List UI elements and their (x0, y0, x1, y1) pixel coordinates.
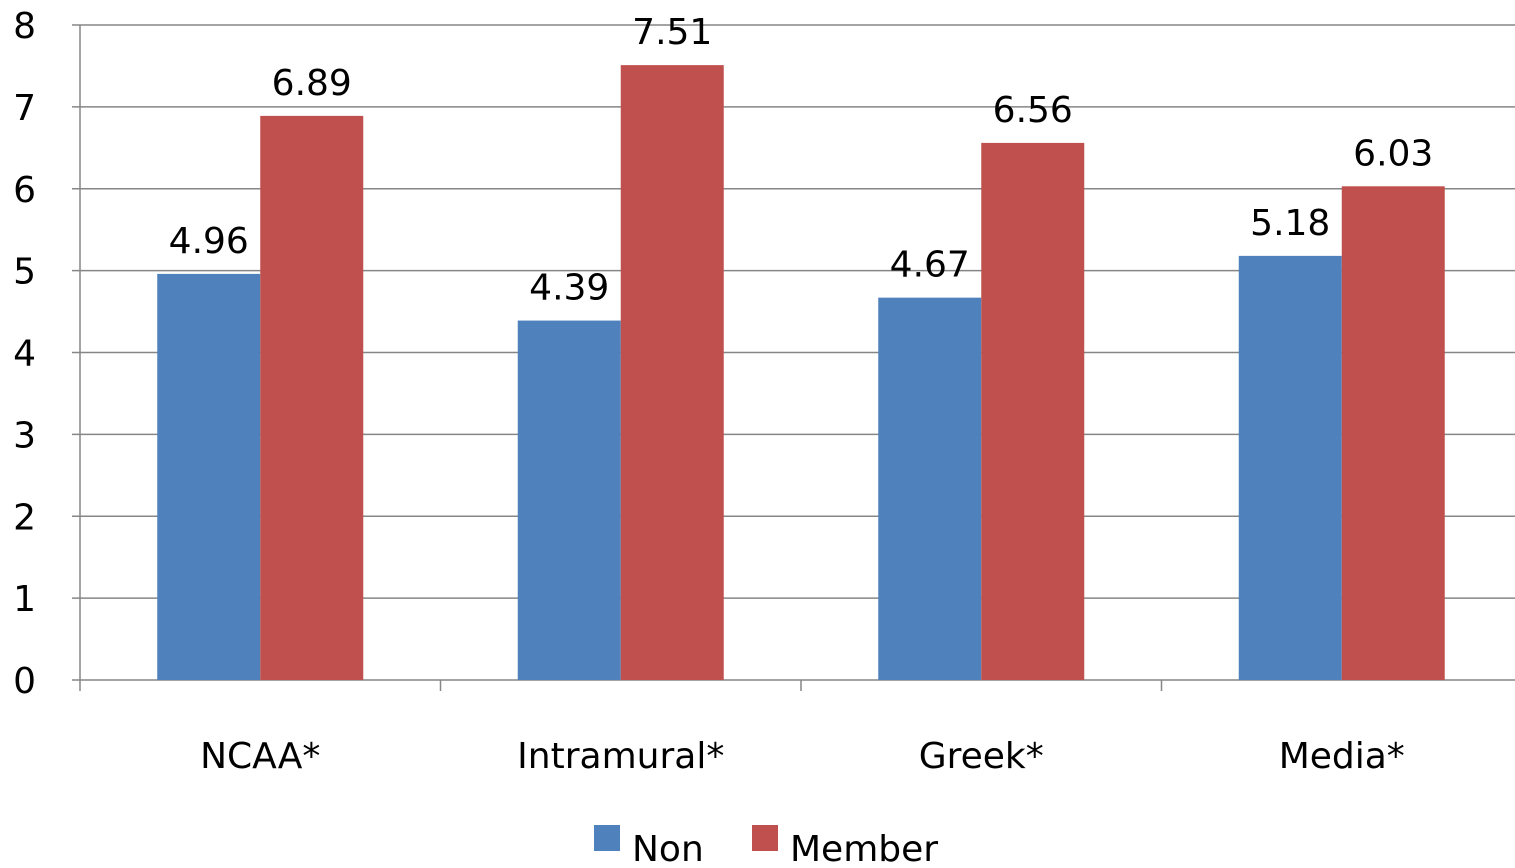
x-tick-label: Intramural* (517, 736, 724, 777)
data-labels: 4.96 6.89 4.39 7.51 4.67 6.56 5.18 6.03 (169, 12, 1434, 308)
y-tick-label: 5 (13, 252, 36, 293)
legend-swatch-non (594, 825, 620, 851)
y-tick-label: 6 (13, 170, 36, 211)
data-label-member-2: 6.56 (993, 90, 1073, 131)
bar-non-0 (157, 273, 261, 680)
legend-swatch-member (752, 825, 778, 851)
bar-member-2 (981, 142, 1085, 680)
bar-non-2 (878, 297, 982, 680)
y-tick-label: 0 (13, 661, 36, 702)
data-label-member-1: 7.51 (632, 12, 712, 53)
x-tick-label: Greek* (919, 736, 1044, 777)
y-tick-label: 4 (13, 334, 36, 375)
legend: Non Member (594, 825, 938, 868)
bar-non-3 (1238, 255, 1342, 680)
data-label-non-3: 5.18 (1250, 203, 1330, 244)
data-label-non-0: 4.96 (169, 221, 249, 262)
legend-label-non: Non (632, 829, 704, 864)
data-label-member-3: 6.03 (1353, 133, 1433, 174)
y-tick-label: 1 (13, 579, 36, 620)
bar-member-0 (260, 115, 364, 681)
y-tick-label: 7 (13, 88, 36, 129)
bar-member-1 (620, 65, 724, 680)
bar-member-3 (1341, 186, 1445, 680)
x-tick-label: Media* (1279, 736, 1405, 777)
data-label-member-0: 6.89 (272, 63, 352, 104)
data-label-non-1: 4.39 (529, 268, 609, 309)
y-tick-label: 3 (13, 415, 36, 456)
bar-non-1 (517, 320, 621, 680)
x-tick-label: NCAA* (200, 736, 320, 777)
y-tick-label: 8 (13, 6, 36, 47)
axes: 0 1 2 3 4 5 6 7 8 NCAA* Intramural* Greek* Media* (13, 6, 1515, 777)
y-tick-label: 2 (13, 497, 36, 538)
data-label-non-2: 4.67 (890, 245, 970, 286)
legend-label-member: Member (790, 829, 938, 864)
bars (157, 65, 1445, 681)
